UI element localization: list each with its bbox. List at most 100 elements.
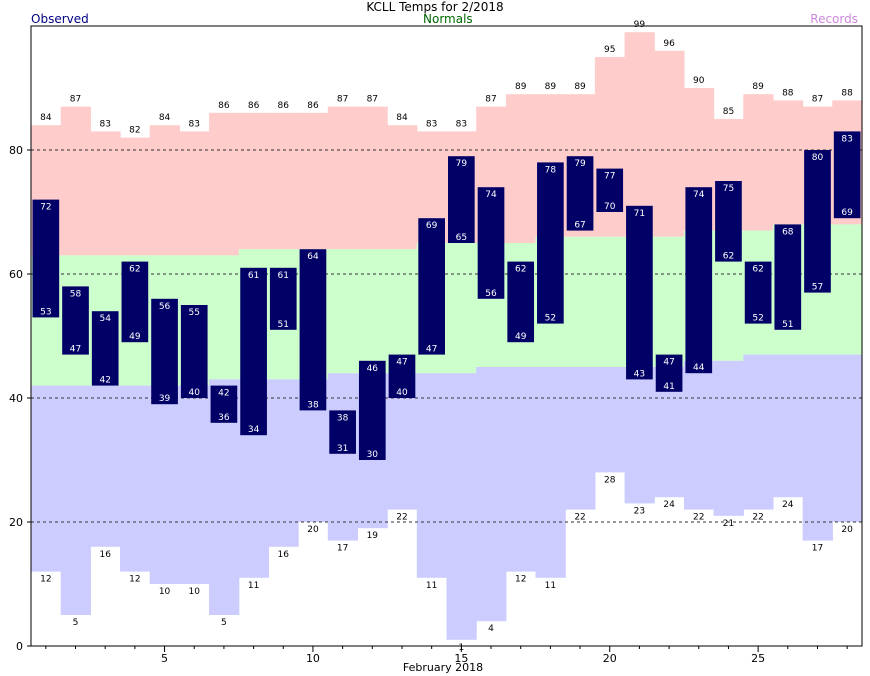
record-high-label-day-24: 85: [723, 107, 734, 117]
record-low-label-day-28: 20: [841, 525, 853, 535]
observed-low-label-day-2: 47: [70, 345, 81, 355]
record-high-label-day-20: 95: [604, 45, 615, 55]
observed-low-label-day-11: 31: [337, 444, 348, 454]
record-high-band-day-2: [60, 106, 91, 256]
legend-normals: Normals: [423, 12, 473, 26]
normal-band-day-19: [565, 236, 596, 367]
observed-low-label-day-24: 62: [723, 252, 734, 262]
record-high-label-day-16: 87: [485, 95, 496, 105]
normal-band-day-28: [832, 224, 863, 355]
observed-bar-day-19: [566, 156, 594, 231]
observed-bar-day-15: [448, 156, 475, 243]
record-low-band-day-2: [60, 385, 91, 615]
record-high-band-day-7: [209, 112, 240, 256]
record-high-band-day-17: [505, 94, 537, 243]
observed-bar-day-13: [388, 354, 416, 398]
x-tick-label-25: 25: [751, 652, 765, 665]
observed-high-label-day-14: 69: [426, 221, 438, 231]
observed-high-label-day-27: 80: [812, 153, 824, 163]
x-axis-label: February 2018: [403, 661, 483, 674]
record-low-band-day-9: [268, 379, 299, 547]
observed-low-label-day-20: 70: [604, 202, 616, 212]
observed-high-label-day-12: 46: [367, 364, 379, 374]
observed-high-label-day-6: 55: [189, 308, 200, 318]
record-low-label-day-10: 20: [307, 525, 319, 535]
observed-high-label-day-25: 62: [752, 265, 763, 275]
record-low-label-day-13: 22: [396, 513, 407, 523]
observed-low-label-day-9: 51: [278, 320, 289, 330]
observed-bar-day-26: [774, 224, 802, 330]
record-high-label-day-9: 86: [278, 101, 290, 111]
observed-high-label-day-23: 74: [693, 190, 705, 200]
observed-high-label-day-18: 78: [545, 165, 557, 175]
record-high-band-day-12: [357, 106, 388, 250]
observed-low-label-day-3: 42: [99, 376, 110, 386]
observed-bar-day-16: [477, 187, 505, 299]
observed-bar-day-12: [358, 360, 386, 460]
record-low-label-day-5: 10: [159, 587, 171, 597]
y-tick-label-60: 60: [9, 268, 23, 281]
observed-bar-day-24: [715, 181, 742, 262]
observed-high-label-day-17: 62: [515, 265, 526, 275]
observed-high-label-day-2: 58: [70, 289, 82, 299]
observed-high-label-day-10: 64: [307, 252, 319, 262]
record-high-label-day-27: 87: [812, 95, 823, 105]
observed-bar-day-7: [210, 385, 238, 423]
record-high-label-day-15: 83: [456, 119, 467, 129]
observed-high-label-day-16: 74: [485, 190, 497, 200]
record-low-label-day-9: 16: [278, 550, 290, 560]
record-low-label-day-8: 11: [248, 581, 259, 591]
observed-bar-day-22: [655, 354, 683, 392]
record-high-band-day-9: [268, 112, 299, 250]
record-high-label-day-23: 90: [693, 76, 705, 86]
observed-bar-day-3: [91, 311, 119, 386]
record-high-label-day-11: 87: [337, 95, 348, 105]
record-high-band-day-13: [387, 125, 418, 250]
y-tick-label-20: 20: [9, 516, 23, 529]
observed-low-label-day-28: 69: [841, 208, 853, 218]
record-high-band-day-21: [624, 32, 655, 237]
observed-high-label-day-21: 71: [634, 209, 645, 219]
record-low-label-day-4: 12: [129, 575, 140, 585]
record-low-band-day-21: [624, 367, 655, 504]
record-high-label-day-14: 83: [426, 119, 437, 129]
observed-bar-day-14: [418, 218, 445, 355]
observed-high-label-day-19: 79: [574, 159, 586, 169]
observed-bar-day-23: [685, 187, 713, 374]
observed-bar-day-4: [121, 261, 149, 343]
record-high-label-day-3: 83: [99, 119, 110, 129]
plot-frame: [30, 25, 863, 647]
observed-bar-day-9: [269, 267, 297, 330]
record-high-label-day-8: 86: [248, 101, 260, 111]
record-high-band-day-11: [327, 106, 359, 250]
axis-ticks: 0 20 40 60 80 5 10 15 20 25: [9, 144, 848, 665]
record-high-label-day-17: 89: [515, 82, 527, 92]
observed-bar-day-21: [626, 205, 653, 380]
observed-high-label-day-13: 47: [396, 358, 407, 368]
record-low-label-day-20: 28: [604, 475, 616, 485]
record-low-label-day-25: 22: [752, 513, 763, 523]
observed-bar-day-28: [833, 131, 861, 219]
record-low-band-day-5: [149, 385, 180, 584]
observed-high-label-day-24: 75: [723, 184, 734, 194]
observed-bar-day-17: [507, 261, 535, 343]
record-high-band-day-26: [772, 100, 804, 225]
observed-low-label-day-14: 47: [426, 345, 437, 355]
observed-bar-day-6: [180, 305, 208, 398]
record-low-label-day-23: 22: [693, 513, 704, 523]
observed-low-label-day-7: 36: [218, 413, 230, 423]
record-high-band-day-6: [179, 131, 210, 256]
record-high-label-day-21: 99: [634, 20, 646, 30]
record-low-label-day-2: 5: [73, 618, 79, 628]
observed-high-label-day-4: 62: [129, 265, 140, 275]
observed-bar-day-1: [32, 199, 60, 318]
observed-bars: [32, 131, 861, 460]
record-high-label-day-5: 84: [159, 113, 171, 123]
observed-low-label-day-18: 52: [545, 314, 556, 324]
record-low-band-day-20: [594, 367, 626, 473]
record-low-band-day-26: [772, 354, 804, 498]
x-tick-label-20: 20: [603, 652, 617, 665]
normal-band-day-13: [387, 249, 418, 374]
record-low-label-day-11: 17: [337, 544, 348, 554]
